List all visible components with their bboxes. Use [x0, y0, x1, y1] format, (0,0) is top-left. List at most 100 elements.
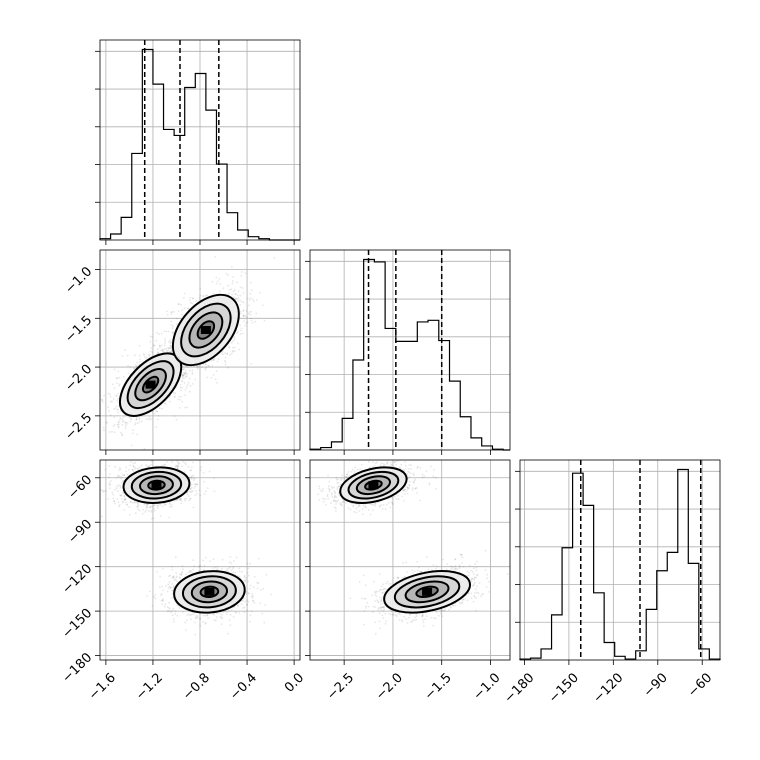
scatter-point	[117, 370, 120, 373]
scatter-point	[101, 400, 104, 403]
scatter-point	[227, 284, 230, 287]
scatter-point	[198, 617, 201, 620]
scatter-point	[82, 389, 84, 391]
scatter-point	[128, 416, 131, 419]
scatter-point	[113, 408, 115, 410]
scatter-point	[199, 494, 202, 497]
scatter-point	[161, 599, 164, 602]
scatter-point	[185, 573, 188, 575]
scatter-point	[184, 372, 187, 374]
scatter-point	[250, 310, 253, 313]
scatter-point	[242, 315, 245, 318]
scatter-point	[220, 352, 223, 355]
scatter-point	[124, 498, 126, 501]
scatter-point	[204, 556, 207, 559]
scatter-point	[215, 276, 218, 279]
scatter-point	[228, 346, 231, 349]
scatter-point	[212, 358, 215, 361]
scatter-point	[253, 602, 256, 604]
scatter-point	[173, 585, 175, 587]
scatter-point	[185, 463, 187, 466]
scatter-point	[117, 397, 119, 400]
scatter-point	[117, 408, 120, 411]
scatter-point	[232, 290, 235, 293]
scatter-point	[185, 375, 188, 377]
scatter-point	[250, 319, 253, 322]
histogram-1-bars	[309, 258, 510, 451]
scatter-point	[231, 282, 234, 285]
scatter-point	[249, 297, 252, 299]
scatter-point	[145, 503, 148, 506]
scatter-point	[240, 329, 242, 332]
scatter-point	[221, 353, 224, 356]
scatter-point	[181, 565, 184, 567]
scatter-point	[127, 365, 129, 367]
scatter-point	[134, 512, 137, 514]
scatter-point	[161, 603, 164, 606]
scatter-point	[188, 570, 191, 572]
scatter-point	[138, 421, 141, 423]
scatter-point	[121, 433, 123, 436]
scatter-point	[168, 347, 170, 350]
scatter-point	[161, 348, 164, 351]
scatter-point	[163, 504, 166, 506]
contour-0-1-0-1	[134, 368, 167, 402]
scatter-point	[149, 506, 152, 509]
scatter-point	[240, 327, 243, 330]
scatter-point	[174, 465, 177, 468]
scatter-point	[248, 304, 251, 307]
scatter-point	[245, 593, 248, 596]
scatter-point	[235, 297, 238, 300]
scatter-point	[129, 417, 132, 420]
scatter-point	[136, 467, 139, 470]
scatter-point	[156, 504, 159, 507]
scatter-point	[241, 300, 243, 303]
scatter-point	[163, 330, 166, 333]
scatter-point	[143, 503, 146, 506]
scatter-point	[157, 351, 160, 354]
scatter-point	[116, 408, 118, 411]
scatter-point	[173, 500, 176, 502]
scatter-point	[111, 400, 113, 403]
scatter-point	[117, 474, 119, 477]
scatter-point	[172, 391, 175, 394]
scatter-point	[113, 431, 116, 434]
scatter-point	[216, 566, 219, 568]
scatter-point	[136, 506, 139, 508]
scatter-point	[136, 361, 138, 364]
scatter-point	[119, 485, 122, 487]
scatter-point	[175, 465, 178, 468]
scatter-point	[192, 461, 194, 464]
scatter-point	[164, 340, 167, 342]
scatter-point	[234, 350, 236, 352]
density-core-0-1-1	[200, 326, 211, 334]
scatter-point	[179, 383, 182, 386]
scatter-point	[160, 349, 163, 352]
scatter-point	[194, 483, 197, 486]
scatter-point	[185, 372, 187, 375]
scatter-point	[249, 313, 252, 316]
scatter-point	[221, 567, 223, 570]
scatter-point	[184, 499, 187, 502]
scatter-point	[185, 386, 188, 388]
scatter-point	[162, 568, 164, 570]
scatter-point	[181, 379, 184, 382]
scatter-point	[245, 310, 248, 312]
scatter-point	[167, 583, 170, 586]
scatter-point	[178, 576, 181, 579]
scatter-point	[170, 324, 173, 326]
scatter-point	[135, 418, 138, 421]
scatter-point	[117, 501, 120, 504]
scatter-point	[189, 369, 192, 372]
scatter-point	[242, 309, 245, 312]
scatter-point	[124, 421, 127, 424]
scatter-point	[148, 416, 151, 419]
scatter-point	[159, 503, 162, 506]
scatter-point	[264, 604, 267, 606]
scatter-point	[118, 376, 120, 379]
scatter-point	[214, 378, 217, 381]
scatter-point	[168, 581, 171, 583]
scatter-point	[157, 352, 160, 355]
scatter-point	[126, 504, 128, 506]
